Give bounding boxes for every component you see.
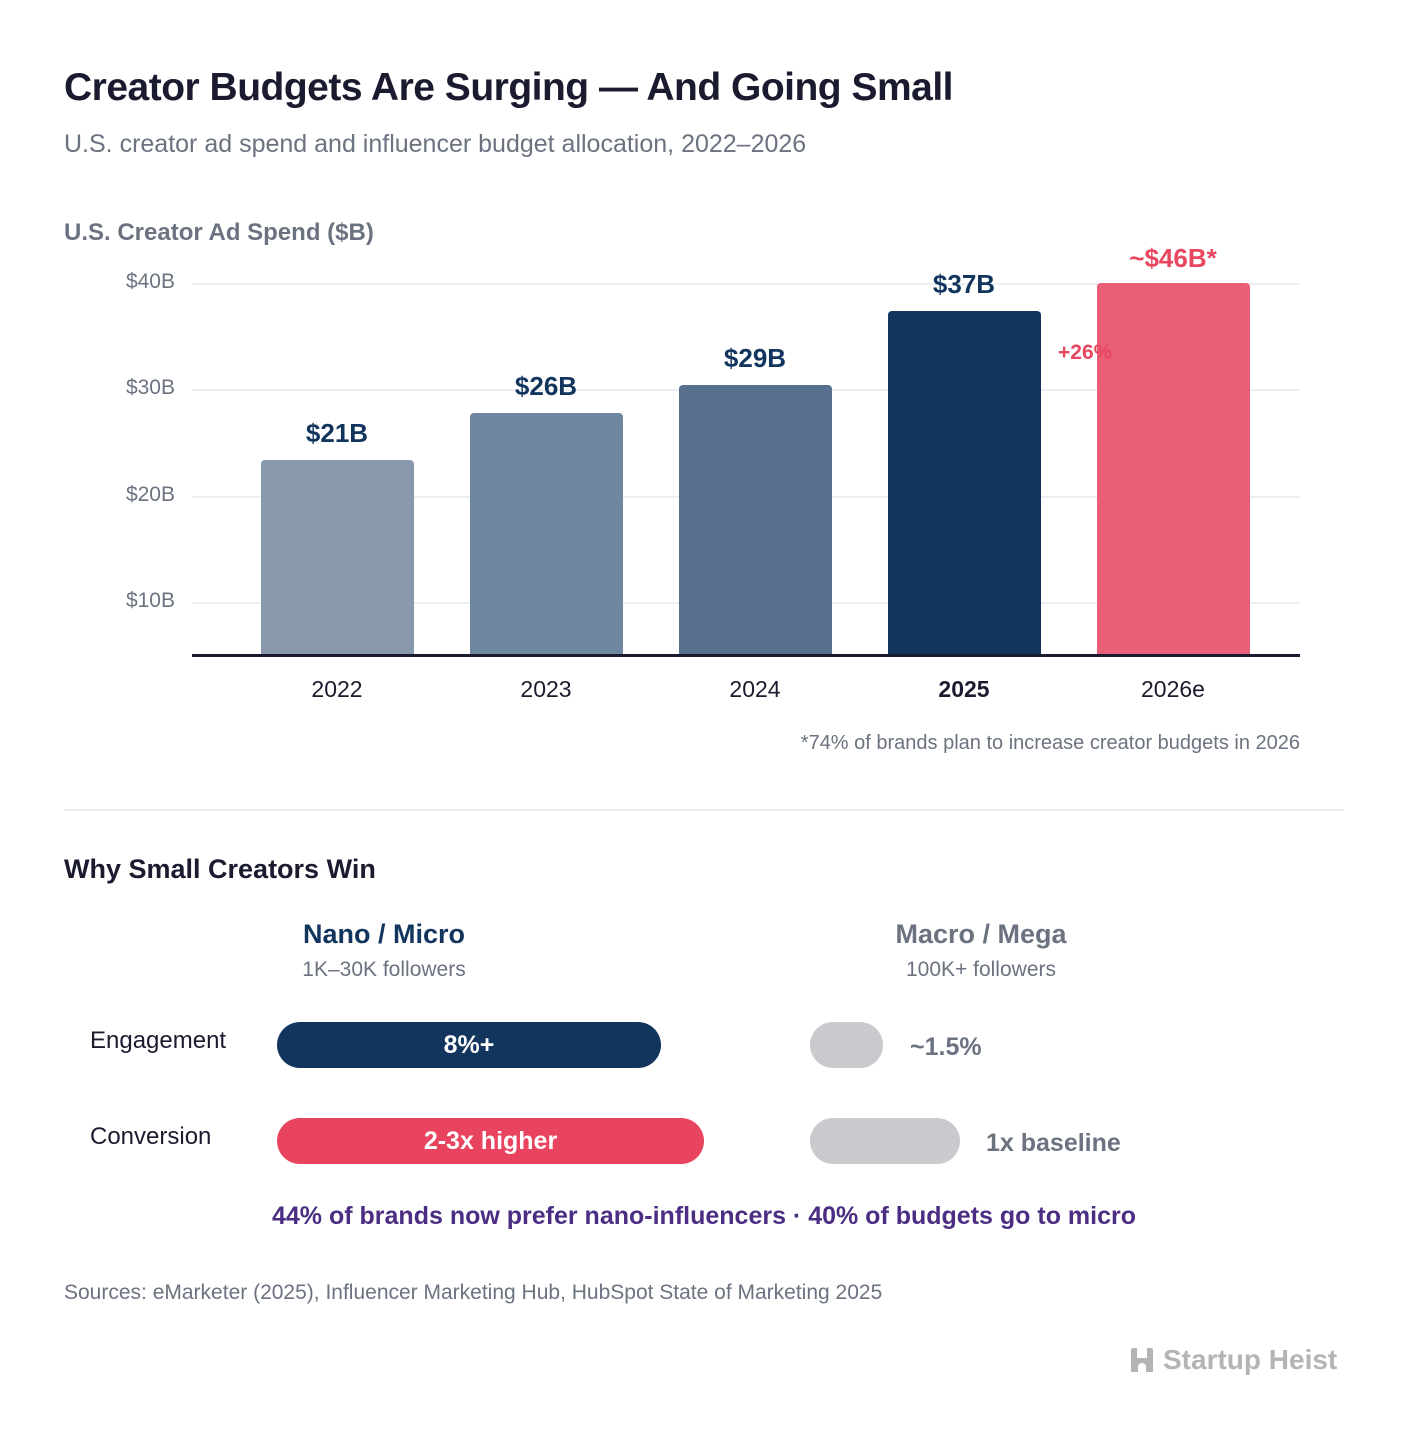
section-title: Why Small Creators Win xyxy=(64,854,376,884)
data-label: $29B xyxy=(723,343,787,374)
bar-2026e xyxy=(1096,283,1250,655)
column-sub-large: 100K+ followers xyxy=(905,958,1056,981)
row-label-conversion: Conversion xyxy=(90,1123,212,1150)
key-stat: 44% of brands now prefer nano-influencer… xyxy=(272,1202,1136,1230)
x-axis-line xyxy=(192,654,1300,657)
y-tick-label: $30B xyxy=(125,376,175,399)
divider xyxy=(64,809,1344,811)
y-tick-label: $10B xyxy=(125,589,175,612)
x-tick-label: 2026e xyxy=(1141,676,1205,702)
engagement-large-value: ~1.5% xyxy=(910,1033,982,1061)
sources: Sources: eMarketer (2025), Influencer Ma… xyxy=(64,1281,883,1304)
x-tick-label: 2023 xyxy=(520,676,572,702)
growth-annotation: +26% xyxy=(1058,341,1113,364)
x-tick-label: 2025 xyxy=(938,676,990,702)
page-title: Creator Budgets Are Surging — And Going … xyxy=(64,66,954,109)
data-label: $26B xyxy=(514,371,578,402)
data-label: $21B xyxy=(305,417,369,448)
conversion-large-value: 1x baseline xyxy=(986,1129,1121,1157)
y-tick-label: $40B xyxy=(125,270,175,293)
engagement-small-value: 8%+ xyxy=(443,1030,495,1059)
engagement-large-bar xyxy=(810,1022,883,1068)
column-head-large: Macro / Mega xyxy=(895,919,1067,949)
data-label: ~$46B* xyxy=(1129,243,1217,273)
column-head-small: Nano / Micro xyxy=(302,919,465,949)
x-tick-label: 2024 xyxy=(729,676,781,702)
engagement-small-bar: 8%+ xyxy=(277,1022,661,1068)
conversion-small-value: 2-3x higher xyxy=(423,1126,558,1155)
chart-footnote: *74% of brands plan to increase creator … xyxy=(800,732,1300,754)
conversion-large-bar xyxy=(810,1118,960,1164)
row-label-engagement: Engagement xyxy=(90,1027,227,1054)
logo: Startup Heist xyxy=(1129,1344,1337,1376)
bar-2024 xyxy=(678,385,832,655)
bar-2023 xyxy=(469,413,623,655)
x-tick-label: 2022 xyxy=(311,676,363,702)
conversion-small-bar: 2-3x higher xyxy=(277,1118,704,1164)
logo-h-icon xyxy=(1131,1348,1153,1372)
subtitle: U.S. creator ad spend and influencer bud… xyxy=(64,130,807,158)
column-sub-small: 1K–30K followers xyxy=(302,958,466,981)
bar-2022 xyxy=(260,459,414,655)
gridline xyxy=(192,283,1300,285)
chart-title: U.S. Creator Ad Spend ($B) xyxy=(64,219,374,246)
y-tick-label: $20B xyxy=(125,483,175,506)
logo-text: Startup Heist xyxy=(1163,1344,1338,1375)
bar-2025 xyxy=(887,310,1041,655)
data-label: $37B xyxy=(932,268,996,299)
